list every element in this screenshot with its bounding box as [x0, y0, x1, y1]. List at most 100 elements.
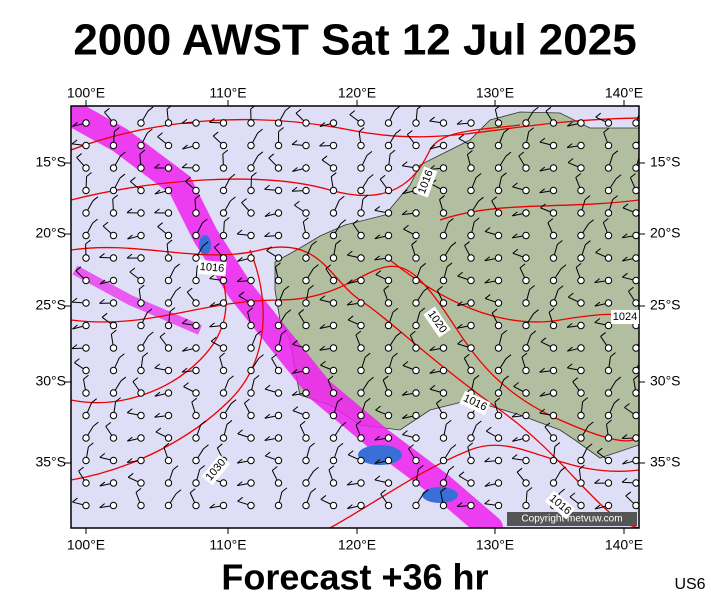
barb-feather: [347, 315, 354, 321]
station: [302, 231, 310, 240]
barb-feather: [539, 367, 545, 373]
station: [302, 366, 310, 375]
station: [329, 434, 338, 442]
station: [632, 164, 639, 172]
barb-feather: [594, 301, 601, 307]
barb-feather: [93, 421, 99, 427]
station: [302, 276, 310, 285]
barb-feather: [325, 264, 332, 270]
station: [329, 411, 338, 420]
barb-feather: [319, 122, 326, 127]
station: [577, 299, 585, 307]
station: [109, 299, 118, 307]
station: [137, 434, 145, 442]
barb-feather: [450, 241, 457, 247]
barb-feather: [484, 256, 491, 262]
station: [302, 119, 310, 127]
barb-feather: [401, 161, 408, 167]
station: [247, 434, 255, 442]
station: [82, 411, 90, 420]
station: [137, 344, 145, 352]
station: [164, 209, 173, 217]
station: [329, 164, 338, 172]
station: [439, 276, 448, 285]
barb-feather: [185, 176, 191, 182]
station: [577, 164, 585, 172]
station: [439, 119, 448, 127]
barb-feather: [154, 189, 161, 195]
barb-feather: [281, 487, 288, 493]
barb-feather: [475, 173, 482, 178]
station: [82, 254, 90, 262]
station: [467, 434, 475, 442]
station: [109, 501, 118, 510]
barb-feather: [126, 458, 133, 463]
barb-feather: [299, 420, 306, 426]
station: [137, 119, 145, 127]
station: [302, 254, 310, 262]
station: [109, 141, 118, 150]
station: [192, 119, 200, 127]
station: [467, 186, 475, 195]
station: [192, 411, 200, 420]
barb-feather: [237, 496, 243, 502]
station: [384, 209, 393, 217]
station: [577, 479, 585, 487]
station: [577, 411, 585, 420]
barb-feather: [104, 107, 110, 113]
barb-feather: [99, 299, 105, 304]
barb-feather: [569, 492, 576, 498]
barb-feather: [505, 151, 512, 157]
barb-feather: [175, 489, 182, 495]
barb-feather: [358, 127, 365, 133]
barb-feather: [99, 253, 105, 258]
station: [329, 321, 338, 330]
barb-feather: [115, 397, 121, 403]
station: [247, 501, 255, 510]
station: [632, 186, 639, 195]
station: [384, 299, 393, 307]
lon-label: 120°E: [338, 537, 376, 553]
station: [192, 231, 200, 240]
station: [82, 344, 90, 352]
barb-feather: [445, 419, 452, 425]
barb-feather: [464, 241, 470, 246]
barb-feather: [429, 116, 435, 122]
barb-feather: [457, 339, 463, 345]
station: [247, 299, 255, 307]
station: [494, 321, 503, 330]
lat-label: 15°S: [35, 154, 66, 170]
barb-feather: [439, 195, 445, 200]
station: [82, 479, 90, 487]
barb-feather: [253, 374, 260, 380]
station: [467, 164, 475, 172]
station: [384, 366, 393, 375]
station: [302, 411, 310, 420]
station: [274, 186, 283, 195]
station: [164, 366, 173, 375]
station: [439, 186, 448, 195]
station: [577, 501, 585, 510]
station: [164, 321, 173, 330]
station: [604, 186, 613, 195]
barb-feather: [157, 132, 163, 138]
barb-feather: [154, 163, 160, 169]
barb-feather: [456, 301, 463, 306]
barb-feather: [403, 224, 409, 230]
barb-feather: [389, 149, 396, 155]
station: [549, 276, 558, 285]
barb-feather: [582, 397, 588, 402]
barb-feather: [512, 182, 518, 188]
station: [164, 501, 173, 510]
station: [219, 209, 228, 217]
station: [357, 141, 365, 150]
station: [577, 434, 585, 442]
station: [384, 479, 393, 487]
barb-feather: [366, 150, 373, 156]
barb-feather: [237, 257, 243, 262]
barb-feather: [456, 119, 463, 125]
barb-feather: [603, 127, 609, 133]
precip-band: [71, 106, 503, 528]
station: [577, 389, 585, 397]
barb-feather: [530, 330, 537, 336]
